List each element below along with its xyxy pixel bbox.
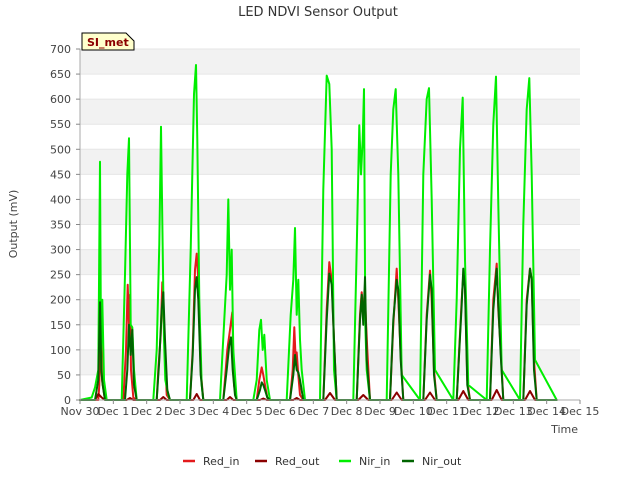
grid-band bbox=[80, 49, 580, 75]
y-tick-label: 700 bbox=[50, 43, 71, 56]
series-line-nir-out bbox=[79, 267, 558, 401]
grid-band bbox=[80, 324, 580, 350]
x-tick-label: Dec 12 bbox=[461, 405, 500, 418]
legend-item: Nir_out bbox=[402, 455, 462, 468]
x-tick-label: Dec 1 bbox=[97, 405, 129, 418]
legend: Red_in Red_out Nir_in Nir_out bbox=[183, 455, 462, 468]
x-tick-label: Dec 10 bbox=[394, 405, 433, 418]
x-tick-label: Nov 30 bbox=[61, 405, 100, 418]
legend-label: Red_out bbox=[275, 455, 320, 468]
grid-band bbox=[80, 149, 580, 175]
x-tick-label: Dec 3 bbox=[164, 405, 196, 418]
x-tick-label: Dec 4 bbox=[197, 405, 229, 418]
legend-item: Red_in bbox=[183, 455, 239, 468]
annotation-badge: SI_met bbox=[81, 32, 135, 51]
x-tick-label: Dec 13 bbox=[494, 405, 533, 418]
y-tick-label: 350 bbox=[50, 219, 71, 232]
y-tick-label: 650 bbox=[50, 68, 71, 81]
grid-band bbox=[80, 349, 580, 375]
legend-label: Red_in bbox=[203, 455, 239, 468]
grid-band bbox=[80, 374, 580, 400]
x-tick-label: Dec 6 bbox=[264, 405, 296, 418]
y-tick-label: 300 bbox=[50, 244, 71, 257]
y-tick-label: 400 bbox=[50, 193, 71, 206]
y-tick-label: 100 bbox=[50, 344, 71, 357]
series-line-nir-in bbox=[79, 64, 558, 401]
x-tick-label: Dec 11 bbox=[427, 405, 466, 418]
y-axis: 0 50 100 150 200 250 300 350 400 450 500 550 600 650 7… bbox=[50, 43, 81, 407]
grid-band bbox=[80, 199, 580, 225]
y-tick-label: 150 bbox=[50, 319, 71, 332]
y-tick-label: 250 bbox=[50, 269, 71, 282]
y-tick-label: 500 bbox=[50, 143, 71, 156]
annotation-badge-box bbox=[81, 32, 135, 51]
x-tick-label: Dec 5 bbox=[231, 405, 263, 418]
legend-label: Nir_out bbox=[422, 455, 462, 468]
y-tick-label: 50 bbox=[57, 369, 71, 382]
y-axis-title: Output (mV) bbox=[7, 190, 20, 259]
legend-item: Red_out bbox=[255, 455, 320, 468]
x-tick-label: Dec 15 bbox=[561, 405, 600, 418]
grid-band bbox=[80, 224, 580, 250]
x-tick-label: Dec 2 bbox=[131, 405, 163, 418]
chart-title: LED NDVI Sensor Output bbox=[238, 5, 398, 20]
y-tick-label: 450 bbox=[50, 168, 71, 181]
y-tick-label: 600 bbox=[50, 93, 71, 106]
grid-band bbox=[80, 299, 580, 325]
x-tick-label: Dec 7 bbox=[297, 405, 329, 418]
legend-label: Nir_in bbox=[359, 455, 390, 468]
grid-band bbox=[80, 174, 580, 200]
y-tick-label: 550 bbox=[50, 118, 71, 131]
y-tick-label: 0 bbox=[64, 394, 71, 407]
y-tick-label: 200 bbox=[50, 294, 71, 307]
legend-item: Nir_in bbox=[339, 455, 390, 468]
x-tick-label: Dec 8 bbox=[331, 405, 363, 418]
x-tick-label: Dec 14 bbox=[527, 405, 566, 418]
annotation-badge-label: SI_met bbox=[87, 36, 129, 49]
x-axis-title: Time bbox=[550, 423, 578, 436]
x-tick-label: Dec 9 bbox=[364, 405, 396, 418]
